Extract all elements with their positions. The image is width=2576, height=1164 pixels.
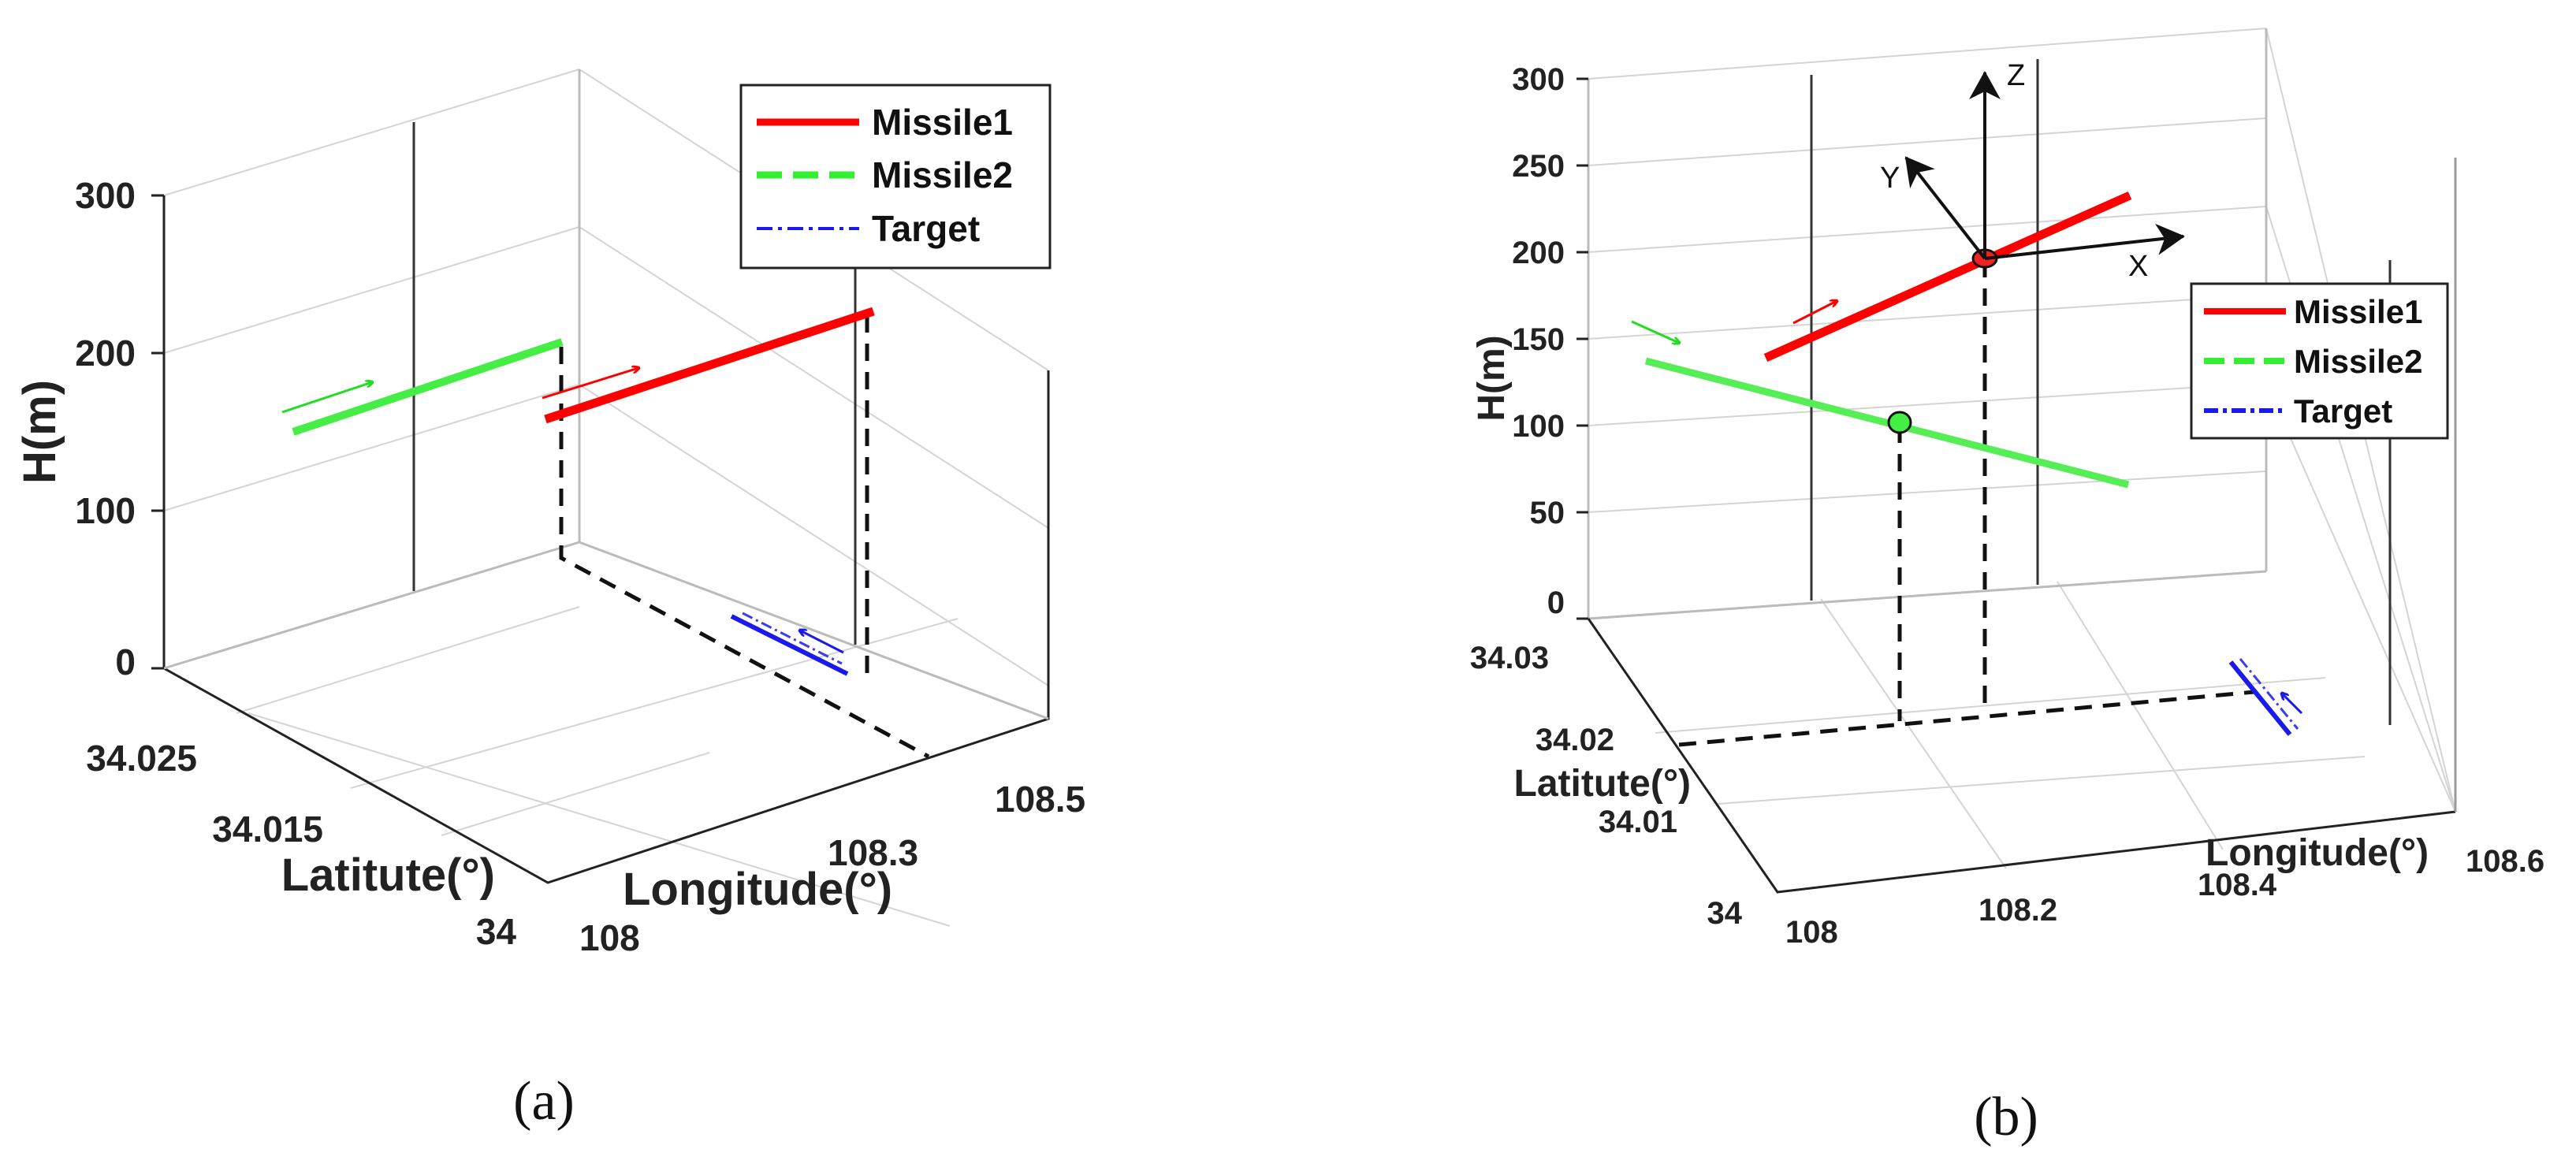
- panel-a-legend-target: Target: [872, 208, 980, 249]
- panel-a-lon-tick: 108: [579, 917, 640, 958]
- panel-b-target-arrow: [2282, 694, 2303, 715]
- panel-b-lon-tick: 108.4: [2198, 868, 2277, 902]
- panel-b: 300 250 200 150 100 50 0 H(m) 34.03 34.0…: [1470, 28, 2544, 1147]
- panel-a-lat-ticks: 34.025 34.015 34 Latitute(°): [86, 738, 516, 952]
- panel-a-target-line: [730, 614, 849, 676]
- panel-a-h-tick: 100: [75, 490, 136, 531]
- panel-b-frame-x: X: [2128, 250, 2148, 283]
- panel-a-lat-tick: 34.015: [212, 809, 323, 850]
- panel-a-lat-tick: 34: [476, 911, 517, 952]
- panel-b-coordinate-frame: Z Y X: [1880, 59, 2185, 283]
- panel-a-legend-missile1: Missile1: [872, 102, 1013, 143]
- panel-b-h-tick: 100: [1512, 409, 1565, 444]
- panel-a-lat-tick: 34.025: [86, 738, 197, 779]
- panel-a-h-label: H(m): [14, 380, 65, 484]
- panel-b-h-tick: 250: [1512, 149, 1565, 184]
- panel-a-label: (a): [513, 1071, 575, 1132]
- panel-a-lon-label: Longitude(°): [623, 864, 892, 915]
- panel-b-h-tick: 300: [1512, 62, 1565, 97]
- panel-a-lon-ticks: 108 108.3 108.5 Longitude(°): [579, 779, 1085, 958]
- panel-a-missile2-arrow: [281, 382, 372, 414]
- panel-a-missile1-arrow: [542, 368, 638, 400]
- panel-a-target-arrow: [800, 630, 844, 654]
- panel-b-missile2-arrow: [1631, 320, 1679, 343]
- panel-a-missile2-line: [292, 338, 564, 436]
- panel-a-lon-tick: 108.5: [995, 779, 1085, 820]
- panel-b-h-tick: 150: [1512, 322, 1565, 357]
- panel-b-lat-tick: 34.02: [1536, 723, 1614, 757]
- panel-b-target-line-2: [2239, 658, 2299, 730]
- panel-a-h-tick: 200: [75, 333, 136, 374]
- panel-a-target-line-2: [742, 612, 843, 665]
- panel-b-h-tick: 200: [1512, 236, 1565, 270]
- panel-a-missile1-line: [544, 307, 875, 424]
- panel-b-h-tick: 50: [1530, 496, 1565, 530]
- panel-a: 300 200 100 0 H(m) 34.025 34.015 34 Lati…: [14, 69, 1085, 1132]
- panel-a-h-tick: 300: [75, 175, 136, 216]
- panel-b-lat-label: Latitute(°): [1514, 763, 1691, 805]
- panel-b-legend-missile2: Missile2: [2294, 343, 2422, 380]
- panel-b-lat-tick: 34.03: [1470, 641, 1549, 675]
- panel-b-legend-missile1: Missile1: [2294, 293, 2422, 330]
- panel-b-target-line: [2228, 660, 2292, 736]
- panel-b-gridlines: [1588, 28, 2456, 869]
- panel-b-lon-tick: 108.2: [1979, 893, 2057, 928]
- panel-b-lat-tick: 34: [1707, 896, 1743, 931]
- panel-a-projections: [559, 315, 930, 759]
- panel-b-legend-target: Target: [2294, 392, 2392, 430]
- panel-a-legend-missile2: Missile2: [872, 154, 1013, 195]
- panel-b-lon-label: Longitude(°): [2206, 832, 2429, 874]
- panel-b-lat-tick: 34.01: [1599, 805, 1677, 839]
- panel-a-legend: Missile1 Missile2 Target: [739, 84, 1052, 270]
- panel-b-frame-z: Z: [2007, 59, 2025, 92]
- panel-b-frame-y: Y: [1880, 162, 1900, 195]
- panel-b-lon-ticks: 108 108.2 108.4 108.6 Longitude(°): [1785, 832, 2544, 950]
- panel-b-missile2-marker: [1887, 411, 1912, 434]
- panel-a-h-ticks: 300 200 100 0 H(m): [14, 175, 164, 682]
- panel-a-lon-tick: 108.3: [828, 832, 918, 873]
- panel-b-h-ticks: 300 250 200 150 100 50 0 H(m): [1471, 62, 1588, 620]
- panel-a-h-tick: 0: [115, 642, 136, 682]
- panel-a-lat-label: Latitute(°): [281, 850, 495, 901]
- panel-b-missile1-arrow: [1792, 301, 1837, 325]
- panel-b-projections: [1678, 260, 2255, 747]
- panel-b-lat-ticks: 34.03 34.02 34.01 34 Latitute(°): [1470, 641, 1743, 931]
- panel-b-h-label: H(m): [1471, 335, 1513, 421]
- panel-b-h-tick: 0: [1547, 586, 1565, 620]
- panel-b-label: (b): [1974, 1087, 2038, 1147]
- panel-b-lon-tick: 108: [1785, 915, 1838, 950]
- panel-b-lon-tick: 108.6: [2466, 844, 2544, 879]
- panel-b-missile2-line: [1644, 357, 2130, 489]
- panel-b-missile1-line: [1763, 191, 2132, 363]
- panel-b-legend: Missile1 Missile2 Target: [2190, 282, 2449, 440]
